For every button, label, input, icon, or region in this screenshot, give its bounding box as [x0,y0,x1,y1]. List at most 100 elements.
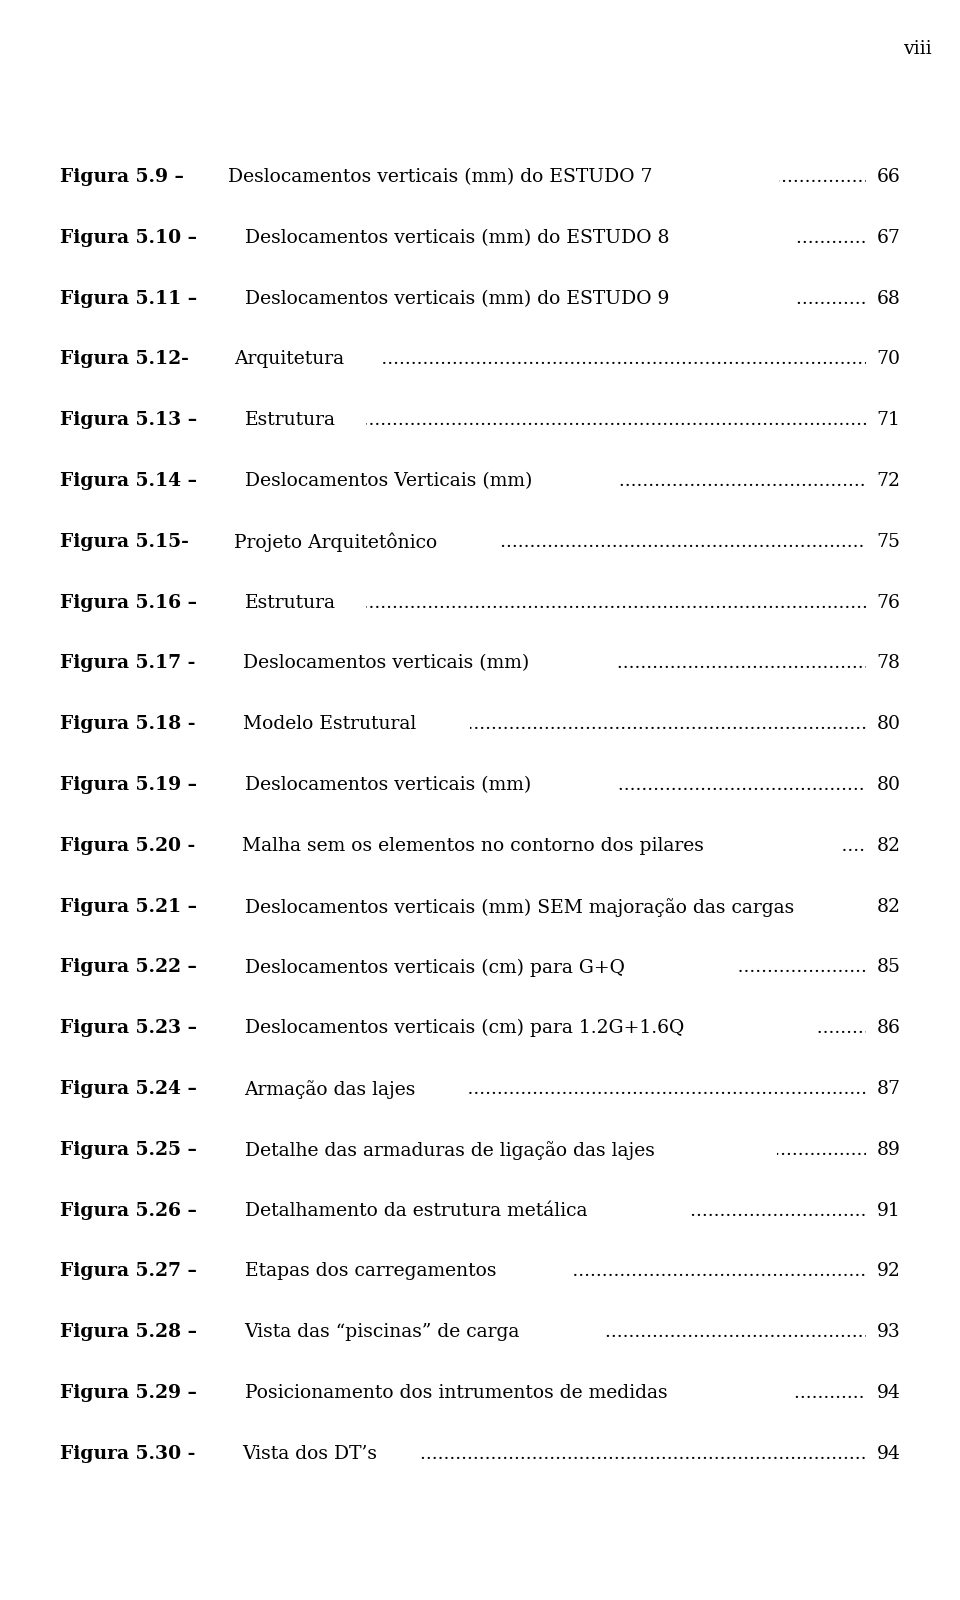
Text: Deslocamentos verticais (cm) para 1.2G+1.6Q: Deslocamentos verticais (cm) para 1.2G+1… [245,1019,684,1037]
Text: ................................................................................: ........................................… [0,411,960,429]
Text: ................................................................................: ........................................… [0,1019,960,1037]
Bar [420,1429,866,1509]
Text: 92: 92 [876,1262,900,1280]
Text: 75: 75 [876,533,900,550]
Text: ................................................................................: ........................................… [0,533,960,550]
Text: Deslocamentos verticais (mm): Deslocamentos verticais (mm) [243,654,529,672]
Text: Figura 5.30 -: Figura 5.30 - [60,1445,202,1462]
Bar [469,1064,866,1144]
Bar [780,152,866,232]
Text: 80: 80 [876,776,900,794]
Text: Posicionamento dos intrumentos de medidas: Posicionamento dos intrumentos de medida… [245,1384,667,1402]
Text: Figura 5.12-: Figura 5.12- [60,350,195,368]
Text: ................................................................................: ........................................… [0,958,960,976]
Text: 94: 94 [876,1384,900,1402]
Text: Estrutura: Estrutura [245,411,336,429]
Text: Figura 5.27 –: Figura 5.27 – [60,1262,203,1280]
Text: Detalhamento da estrutura metálica: Detalhamento da estrutura metálica [245,1202,587,1219]
Text: 82: 82 [876,837,900,854]
Text: ................................................................................: ........................................… [0,1141,960,1158]
Text: Figura 5.17 -: Figura 5.17 - [60,654,202,672]
Bar [738,942,866,1022]
Text: Deslocamentos Verticais (mm): Deslocamentos Verticais (mm) [245,472,532,490]
Text: 67: 67 [876,229,900,246]
Text: Detalhe das armaduras de ligação das lajes: Detalhe das armaduras de ligação das laj… [245,1141,655,1160]
Bar [796,274,866,354]
Text: ................................................................................: ........................................… [0,1323,960,1341]
Text: ................................................................................: ........................................… [0,472,960,490]
Text: Deslocamentos verticais (mm) do ESTUDO 8: Deslocamentos verticais (mm) do ESTUDO 8 [245,229,669,246]
Text: Figura 5.22 –: Figura 5.22 – [60,958,203,976]
Text: ................................................................................: ........................................… [0,715,960,733]
Text: 72: 72 [876,472,900,490]
Text: 87: 87 [876,1080,900,1098]
Text: Figura 5.10 –: Figura 5.10 – [60,229,203,246]
Text: 82: 82 [876,898,900,915]
Text: 71: 71 [876,411,900,429]
Bar [794,1368,866,1448]
Text: 93: 93 [876,1323,900,1341]
Text: Figura 5.11 –: Figura 5.11 – [60,290,204,307]
Text: Figura 5.18 -: Figura 5.18 - [60,715,202,733]
Bar [615,638,866,718]
Text: ................................................................................: ........................................… [0,594,960,611]
Text: Figura 5.26 –: Figura 5.26 – [60,1202,203,1219]
Text: Figura 5.20 -: Figura 5.20 - [60,837,202,854]
Text: ................................................................................: ........................................… [0,1384,960,1402]
Bar [470,699,866,779]
Text: Figura 5.29 –: Figura 5.29 – [60,1384,203,1402]
Text: Figura 5.15-: Figura 5.15- [60,533,195,550]
Text: Projeto Arquitetônico: Projeto Arquitetônico [234,533,438,552]
Bar [573,1246,866,1326]
Text: Arquitetura: Arquitetura [234,350,345,368]
Text: ................................................................................: ........................................… [0,290,960,307]
Text: Deslocamentos verticais (cm) para G+Q: Deslocamentos verticais (cm) para G+Q [245,958,624,976]
Text: Figura 5.24 –: Figura 5.24 – [60,1080,203,1098]
Text: 94: 94 [876,1445,900,1462]
Bar [778,1125,866,1205]
Text: Figura 5.19 –: Figura 5.19 – [60,776,203,794]
Text: 89: 89 [876,1141,900,1158]
Text: 66: 66 [876,168,900,186]
Text: ................................................................................: ........................................… [0,654,960,672]
Text: Figura 5.16 –: Figura 5.16 – [60,594,203,611]
Text: Deslocamentos verticais (mm) do ESTUDO 7: Deslocamentos verticais (mm) do ESTUDO 7 [228,168,652,186]
Text: ................................................................................: ........................................… [0,1202,960,1219]
Text: 78: 78 [876,654,900,672]
Text: ................................................................................: ........................................… [0,776,960,794]
Text: 70: 70 [876,350,900,368]
Text: Malha sem os elementos no contorno dos pilares: Malha sem os elementos no contorno dos p… [243,837,705,854]
Text: Deslocamentos verticais (mm) SEM majoração das cargas: Deslocamentos verticais (mm) SEM majoraç… [245,898,794,917]
Text: Estrutura: Estrutura [245,594,336,611]
Text: 91: 91 [876,1202,900,1219]
Text: 80: 80 [876,715,900,733]
Text: Modelo Estrutural: Modelo Estrutural [243,715,416,733]
Text: ................................................................................: ........................................… [0,1445,960,1462]
Text: ................................................................................: ........................................… [0,1080,960,1098]
Text: ................................................................................: ........................................… [0,837,960,854]
Text: Vista dos DT’s: Vista dos DT’s [243,1445,377,1462]
Bar [690,1186,866,1266]
Text: ................................................................................: ........................................… [0,1262,960,1280]
Bar [796,213,866,293]
Bar [619,456,866,536]
Text: ................................................................................: ........................................… [0,229,960,246]
Text: 76: 76 [876,594,900,611]
Text: Figura 5.23 –: Figura 5.23 – [60,1019,203,1037]
Bar [604,1307,866,1387]
Text: ................................................................................: ........................................… [0,350,960,368]
Text: Armação das lajes: Armação das lajes [245,1080,416,1099]
Bar [380,334,866,414]
Bar [500,517,866,597]
Bar [618,760,866,840]
Text: Deslocamentos verticais (mm): Deslocamentos verticais (mm) [245,776,531,794]
Text: Etapas dos carregamentos: Etapas dos carregamentos [245,1262,496,1280]
Text: Deslocamentos verticais (mm) do ESTUDO 9: Deslocamentos verticais (mm) do ESTUDO 9 [245,290,669,307]
Bar [366,578,866,658]
Text: Figura 5.25 –: Figura 5.25 – [60,1141,203,1158]
Text: ................................................................................: ........................................… [0,168,960,186]
Bar [842,821,866,901]
Text: Figura 5.14 –: Figura 5.14 – [60,472,203,490]
Text: Figura 5.28 –: Figura 5.28 – [60,1323,203,1341]
Text: 85: 85 [876,958,900,976]
